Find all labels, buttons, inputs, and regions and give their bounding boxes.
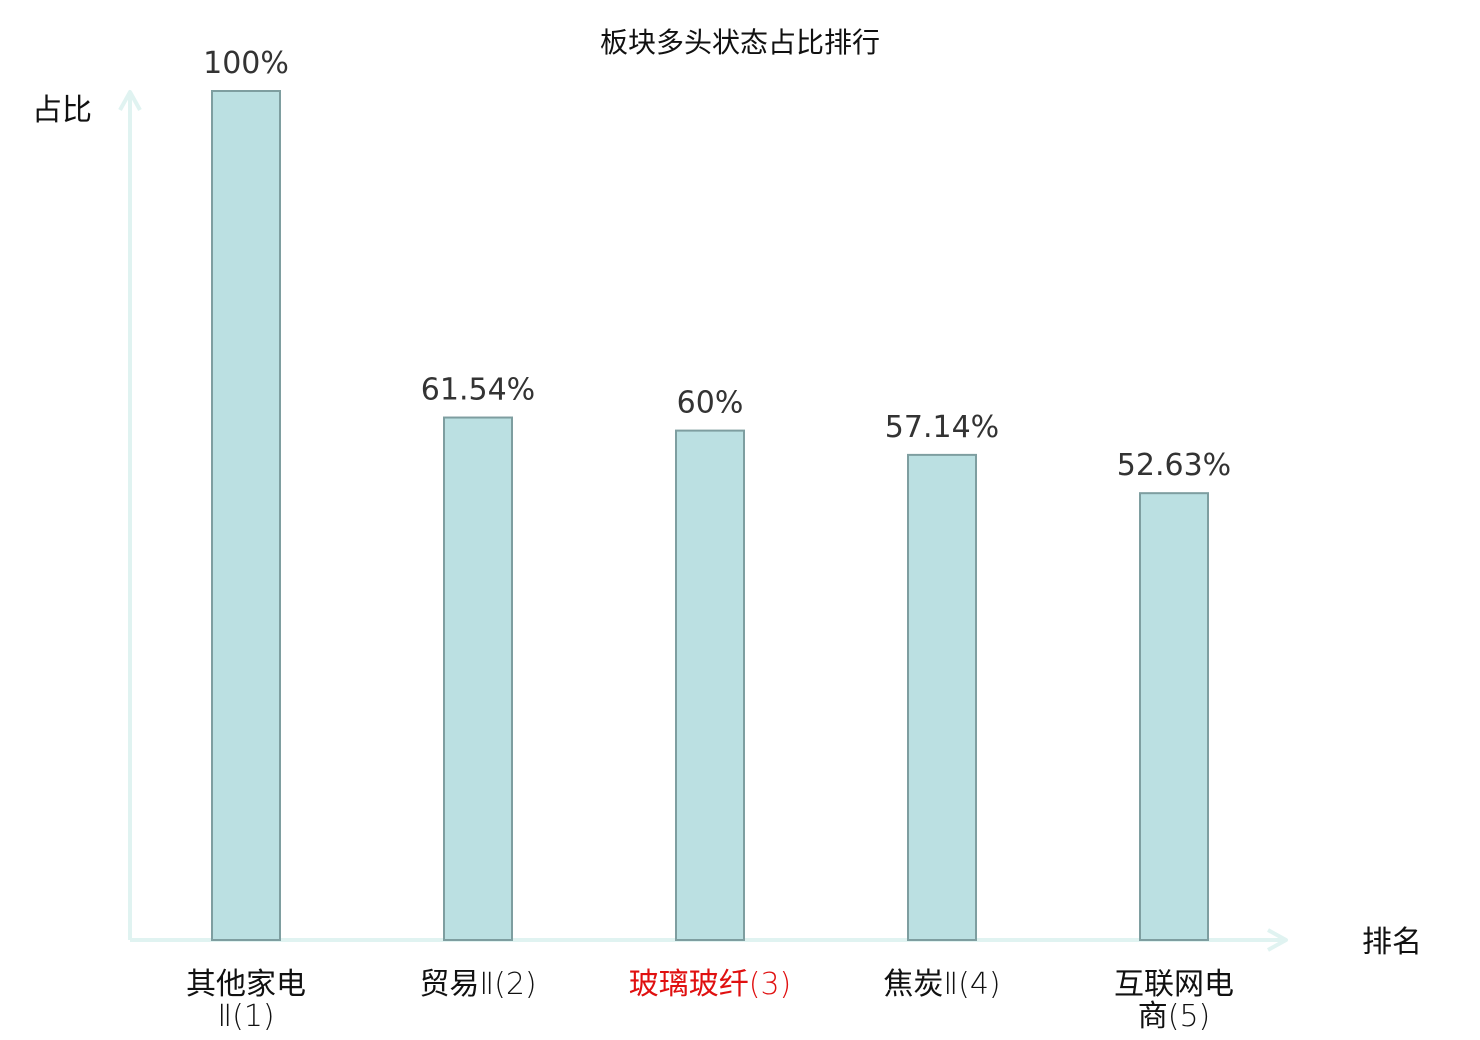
bar-5 <box>1139 492 1209 941</box>
value-label-1: 100% <box>203 46 289 81</box>
x-axis-arrow <box>1267 928 1288 952</box>
category-label-5-line-2: 商(5) <box>1138 999 1211 1034</box>
x-axis-title: 排名 <box>1362 925 1422 960</box>
chart-title: 板块多头状态占比排行 <box>600 26 880 59</box>
value-label-4: 57.14% <box>885 410 999 445</box>
bar-1 <box>211 90 281 941</box>
value-label-5: 52.63% <box>1117 448 1231 483</box>
bar-2 <box>443 416 513 941</box>
category-label-4: 焦炭Ⅱ(4) <box>883 967 1000 1002</box>
y-axis-title: 占比 <box>32 93 92 128</box>
value-label-2: 61.54% <box>421 373 535 408</box>
value-label-3: 60% <box>677 386 744 421</box>
bar-4 <box>907 453 977 941</box>
value-labels: 100% 61.54% 60% 57.14% 52.63% <box>203 46 1231 483</box>
category-label-2: 贸易Ⅱ(2) <box>419 967 536 1002</box>
category-label-5-line-1: 互联网电 <box>1114 967 1234 1002</box>
category-label-1-line-2: Ⅱ(1) <box>217 999 274 1034</box>
category-label-3: 玻璃玻纤(3) <box>629 967 792 1002</box>
category-label-1-line-1: 其他家电 <box>186 967 306 1002</box>
bar-3 <box>675 429 745 941</box>
bars <box>211 90 1209 941</box>
y-axis-arrow <box>118 90 142 111</box>
